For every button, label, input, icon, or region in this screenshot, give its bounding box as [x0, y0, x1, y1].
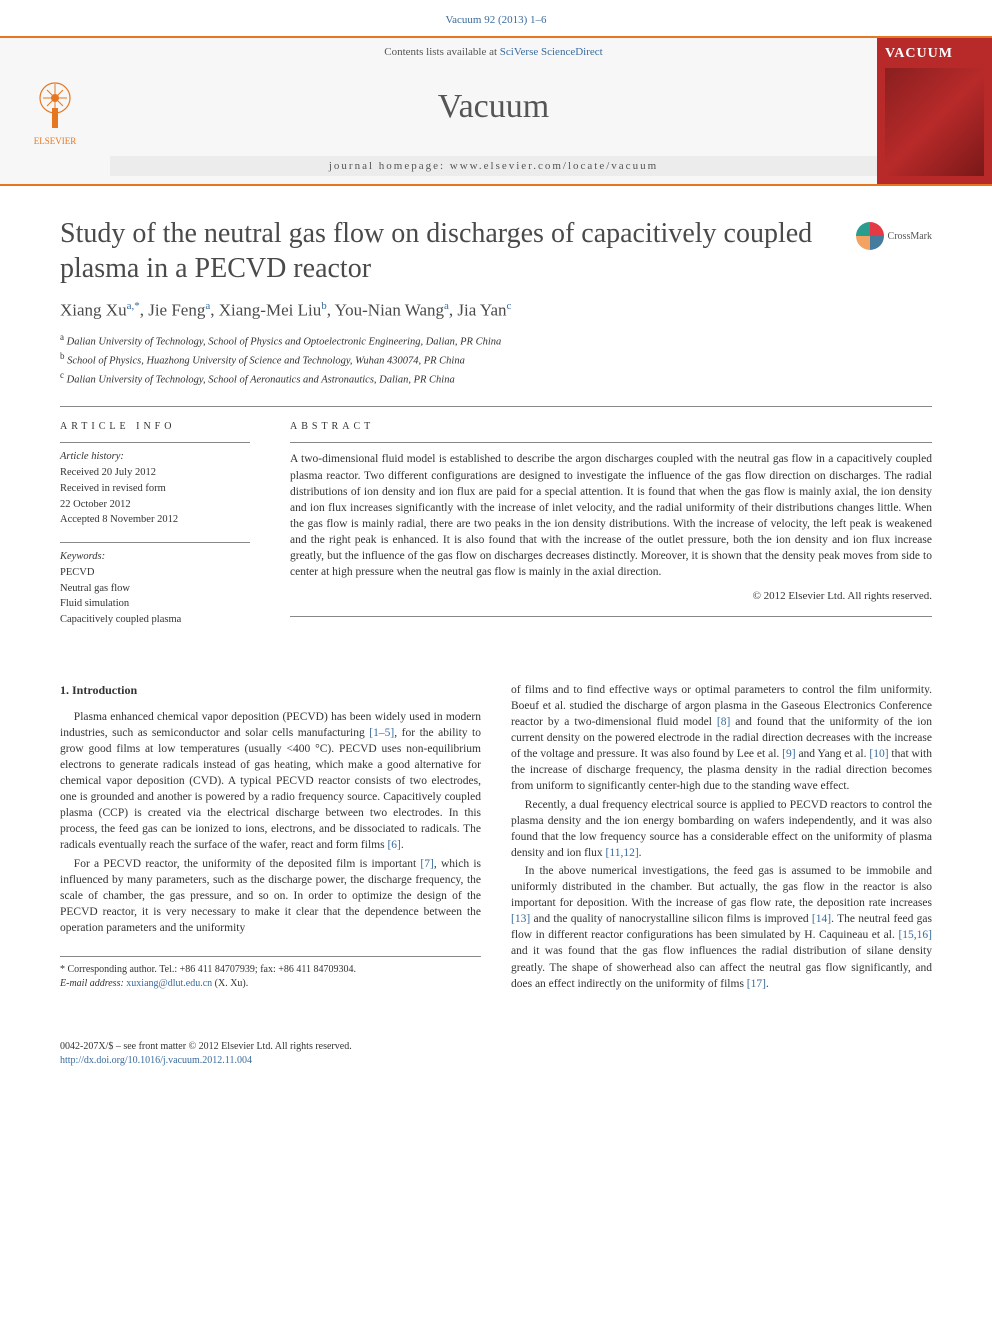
issn-line: 0042-207X/$ – see front matter © 2012 El… [60, 1040, 932, 1054]
crossmark-label: CrossMark [888, 231, 932, 242]
abstract-copyright: © 2012 Elsevier Ltd. All rights reserved… [290, 590, 932, 602]
contents-prefix: Contents lists available at [384, 46, 499, 58]
article-info-head: ARTICLE INFO [60, 421, 250, 432]
email-label: E-mail address: [60, 978, 126, 989]
section-heading: 1. Introduction [60, 682, 481, 699]
body-paragraph: of films and to find effective ways or o… [511, 682, 932, 795]
info-abstract-row: ARTICLE INFO Article history: Received 2… [60, 421, 932, 642]
affiliation-list: a Dalian University of Technology, Schoo… [60, 331, 932, 389]
article-body-columns: 1. Introduction Plasma enhanced chemical… [60, 682, 932, 992]
keyword: Neutral gas flow [60, 581, 250, 597]
history-item: Accepted 8 November 2012 [60, 512, 250, 528]
keywords-block: Keywords: PECVD Neutral gas flow Fluid s… [60, 542, 250, 628]
history-item: 22 October 2012 [60, 497, 250, 513]
running-head: Vacuum 92 (2013) 1–6 [0, 0, 992, 36]
page-footer: 0042-207X/$ – see front matter © 2012 El… [0, 1032, 992, 1088]
sciencedirect-link[interactable]: SciVerse ScienceDirect [500, 46, 603, 58]
contents-line: Contents lists available at SciVerse Sci… [110, 46, 877, 58]
crossmark-badge[interactable]: CrossMark [856, 222, 932, 250]
history-item: Received in revised form [60, 481, 250, 497]
publisher-logo-cell: ELSEVIER [0, 38, 110, 184]
article-history-block: Article history: Received 20 July 2012 R… [60, 442, 250, 528]
homepage-line: journal homepage: www.elsevier.com/locat… [110, 156, 877, 176]
abstract-head: ABSTRACT [290, 421, 932, 432]
body-paragraph: In the above numerical investigations, t… [511, 863, 932, 992]
masthead-center: Contents lists available at SciVerse Sci… [110, 38, 877, 184]
body-paragraph: For a PECVD reactor, the uniformity of t… [60, 856, 481, 936]
cover-title: VACUUM [885, 46, 984, 62]
corr-star: * [60, 964, 68, 975]
keywords-label: Keywords: [60, 549, 250, 565]
publisher-name: ELSEVIER [25, 136, 85, 146]
journal-masthead: ELSEVIER Contents lists available at Sci… [0, 36, 992, 186]
history-label: Article history: [60, 449, 250, 465]
journal-cover-thumb[interactable]: VACUUM [877, 38, 992, 184]
homepage-url[interactable]: www.elsevier.com/locate/vacuum [450, 160, 658, 172]
article-body-wrap: Study of the neutral gas flow on dischar… [0, 186, 992, 1032]
cover-art [885, 68, 984, 176]
abstract-column: ABSTRACT A two-dimensional fluid model i… [290, 421, 932, 642]
keyword: PECVD [60, 565, 250, 581]
section-rule [60, 406, 932, 407]
keyword: Capacitively coupled plasma [60, 612, 250, 628]
corresponding-author-footnote: * Corresponding author. Tel.: +86 411 84… [60, 956, 481, 991]
body-paragraph: Plasma enhanced chemical vapor depositio… [60, 709, 481, 854]
doi-link[interactable]: http://dx.doi.org/10.1016/j.vacuum.2012.… [60, 1055, 252, 1066]
corr-email-suffix: (X. Xu). [212, 978, 248, 989]
article-info-column: ARTICLE INFO Article history: Received 2… [60, 421, 250, 642]
abstract-rule [290, 616, 932, 617]
corr-line: Corresponding author. Tel.: +86 411 8470… [68, 964, 357, 975]
abstract-text: A two-dimensional fluid model is establi… [290, 442, 932, 580]
crossmark-icon [856, 222, 884, 250]
corr-email[interactable]: xuxiang@dlut.edu.cn [126, 978, 212, 989]
author-line: Xiang Xua,*, Jie Fenga, Xiang-Mei Liub, … [60, 300, 932, 321]
elsevier-logo[interactable]: ELSEVIER [25, 76, 85, 146]
article-title: Study of the neutral gas flow on dischar… [60, 216, 836, 286]
history-item: Received 20 July 2012 [60, 465, 250, 481]
keyword: Fluid simulation [60, 596, 250, 612]
homepage-label: journal homepage: [329, 160, 450, 172]
body-paragraph: Recently, a dual frequency electrical so… [511, 797, 932, 861]
elsevier-tree-icon [25, 76, 85, 136]
journal-name: Vacuum [110, 88, 877, 126]
